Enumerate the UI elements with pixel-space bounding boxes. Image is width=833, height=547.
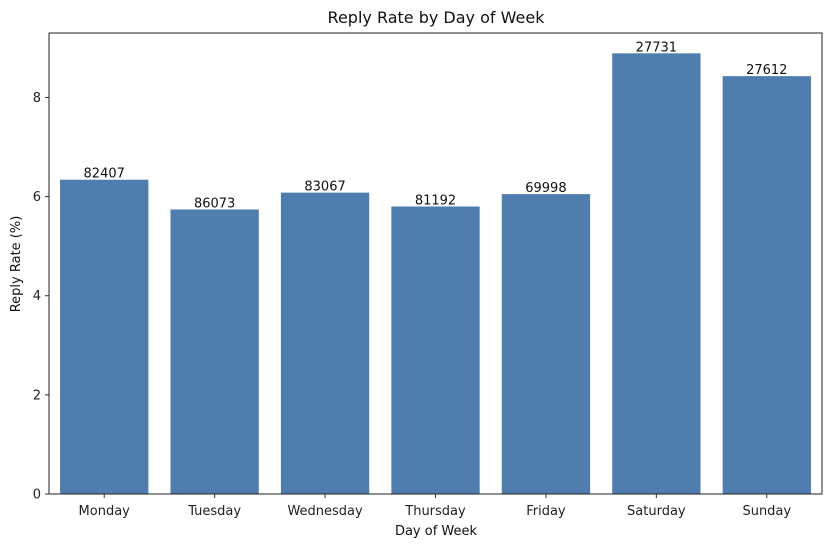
bar-saturday: [612, 53, 701, 494]
x-tick-label: Friday: [526, 504, 566, 519]
y-axis-label: Reply Rate (%): [9, 216, 24, 313]
bar-thursday: [391, 206, 480, 494]
y-tick-label: 0: [33, 488, 41, 503]
y-tick-label: 2: [33, 388, 41, 403]
bar-friday: [501, 194, 591, 494]
data-label: 86073: [194, 196, 235, 211]
bar-wednesday: [280, 192, 370, 494]
data-label: 81192: [415, 193, 456, 208]
x-tick-label: Sunday: [742, 504, 791, 519]
data-label: 69998: [525, 181, 566, 196]
plot-area: 82407 Monday 86073 Tuesday 83067 Wednesday 811…: [33, 32, 823, 519]
y-tick-label: 4: [33, 289, 41, 304]
bar-monday: [60, 179, 149, 495]
bar-tuesday: [170, 209, 259, 494]
x-tick-label: Saturday: [627, 504, 686, 519]
x-tick-label: Thursday: [404, 504, 466, 519]
chart-title: Reply Rate by Day of Week: [328, 8, 546, 27]
data-label: 83067: [304, 180, 345, 195]
data-label: 27612: [746, 63, 787, 78]
x-tick-label: Monday: [79, 504, 131, 519]
x-tick-label: Tuesday: [187, 504, 241, 519]
plot-frame: [48, 32, 823, 495]
x-tick-label: Wednesday: [287, 504, 363, 519]
data-label: 82407: [84, 167, 125, 182]
data-label: 27731: [636, 40, 677, 55]
bar-sunday: [722, 76, 811, 495]
y-tick-label: 6: [33, 190, 41, 205]
y-tick-label: 8: [33, 91, 41, 106]
x-axis-label: Day of Week: [395, 524, 478, 539]
